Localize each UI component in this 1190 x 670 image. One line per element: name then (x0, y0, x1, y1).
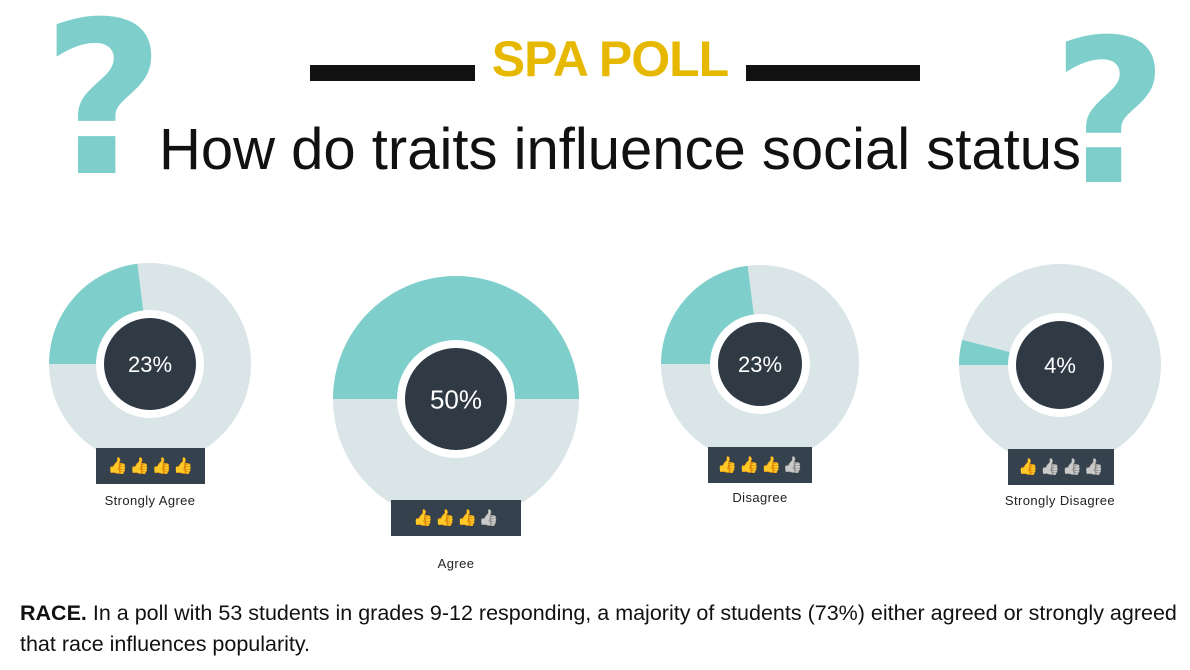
caption-lead: RACE. (20, 601, 87, 625)
donut-center (718, 322, 802, 406)
donut-2: 50% (333, 276, 579, 522)
thumbs-up-icon: 👍 (1083, 459, 1104, 476)
thumbs-up-icon: 👍 (435, 510, 455, 527)
rating-plate: 👍 👍 👍 👍 (96, 448, 205, 484)
thumbs-up-icon: 👍 (478, 510, 499, 527)
rating-thumbs: 👍 👍 👍 👍 (96, 448, 205, 484)
thumbs-up-icon: 👍 (717, 457, 738, 474)
rating-plate: 👍 👍 👍 👍 (391, 500, 521, 536)
donut-3: 23% (661, 265, 859, 463)
category-label: Agree (437, 556, 475, 571)
donut-value-label: 50% (430, 384, 482, 414)
caption-text: In a poll with 53 students in grades 9-1… (20, 601, 1177, 656)
page-title: How do traits influence social status (159, 117, 1081, 182)
thumbs-up-icon: 👍 (1018, 459, 1039, 476)
thumbs-up-icon: 👍 (173, 458, 194, 475)
category-label: Strongly Disagree (1004, 493, 1116, 508)
rating-thumbs: 👍 👍 👍 👍 (391, 500, 521, 536)
question-mark-icon-right: ? (1052, 0, 1169, 230)
donut-slice (333, 276, 579, 399)
rating-plate: 👍 👍 👍 👍 (1008, 449, 1114, 485)
poll-kicker: SPA POLL (491, 31, 729, 87)
thumbs-up-icon: 👍 (107, 458, 128, 475)
header-rule-right (746, 65, 920, 81)
donut-1: 23% (49, 263, 251, 465)
question-mark-icon-left: ? (42, 0, 165, 223)
header-rule-left (310, 65, 475, 81)
category-label: Disagree (732, 490, 788, 505)
rating-plate: 👍 👍 👍 👍 (708, 447, 812, 483)
thumbs-up-icon: 👍 (413, 510, 434, 527)
thumbs-up-icon: 👍 (761, 457, 781, 474)
donut-center (104, 318, 196, 410)
thumbs-up-icon: 👍 (457, 510, 477, 527)
donut-charts: 23% 50% 23% 4% (49, 263, 1161, 522)
thumbs-up-icon: 👍 (151, 458, 172, 475)
donut-center (405, 348, 507, 450)
rating-thumbs: 👍 👍 👍 👍 (708, 447, 812, 483)
thumbs-up-icon: 👍 (1062, 459, 1082, 476)
donut-4: 4% (959, 264, 1161, 466)
category-label: Strongly Agree (104, 493, 196, 508)
thumbs-up-icon: 👍 (739, 457, 759, 474)
caption: RACE. In a poll with 53 students in grad… (20, 598, 1180, 660)
charts-svg: 23% 50% 23% 4% (49, 263, 1161, 522)
donut-value-label: 23% (738, 352, 782, 377)
rating-thumbs: 👍 👍 👍 👍 (1008, 449, 1114, 485)
thumbs-up-icon: 👍 (782, 457, 803, 474)
donut-value-label: 4% (1044, 353, 1076, 378)
donut-center (1016, 321, 1104, 409)
thumbs-up-icon: 👍 (1040, 459, 1060, 476)
donut-value-label: 23% (128, 352, 172, 377)
thumbs-up-icon: 👍 (129, 458, 150, 475)
